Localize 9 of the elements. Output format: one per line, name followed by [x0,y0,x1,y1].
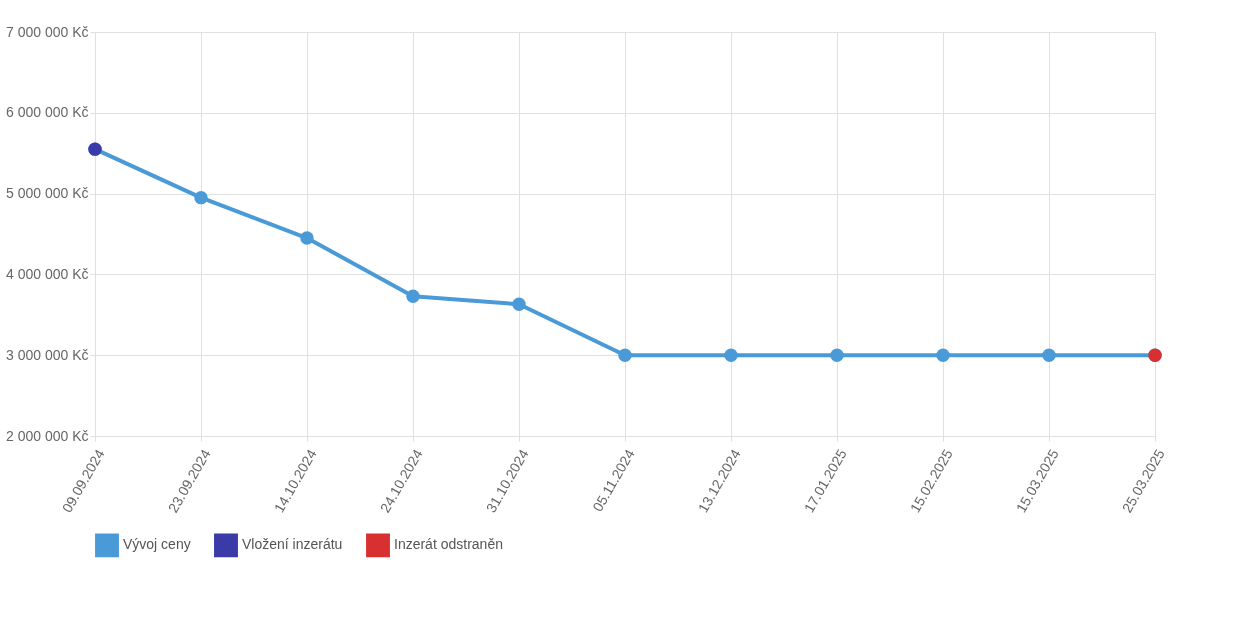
y-tick-label: 3 000 000 Kč [5,346,89,363]
y-tick-label: 7 000 000 Kč [5,23,89,40]
legend-label: Vložení inzerátu [242,536,343,553]
legend-label: Inzerát odstraněn [394,536,503,553]
y-tick-label: 2 000 000 Kč [5,427,89,444]
legend-label: Vývoj ceny [123,536,191,553]
y-tick-label: 6 000 000 Kč [5,104,89,121]
y-tick-label: 5 000 000 Kč [5,185,89,202]
y-tick-label: 4 000 000 Kč [5,265,89,282]
